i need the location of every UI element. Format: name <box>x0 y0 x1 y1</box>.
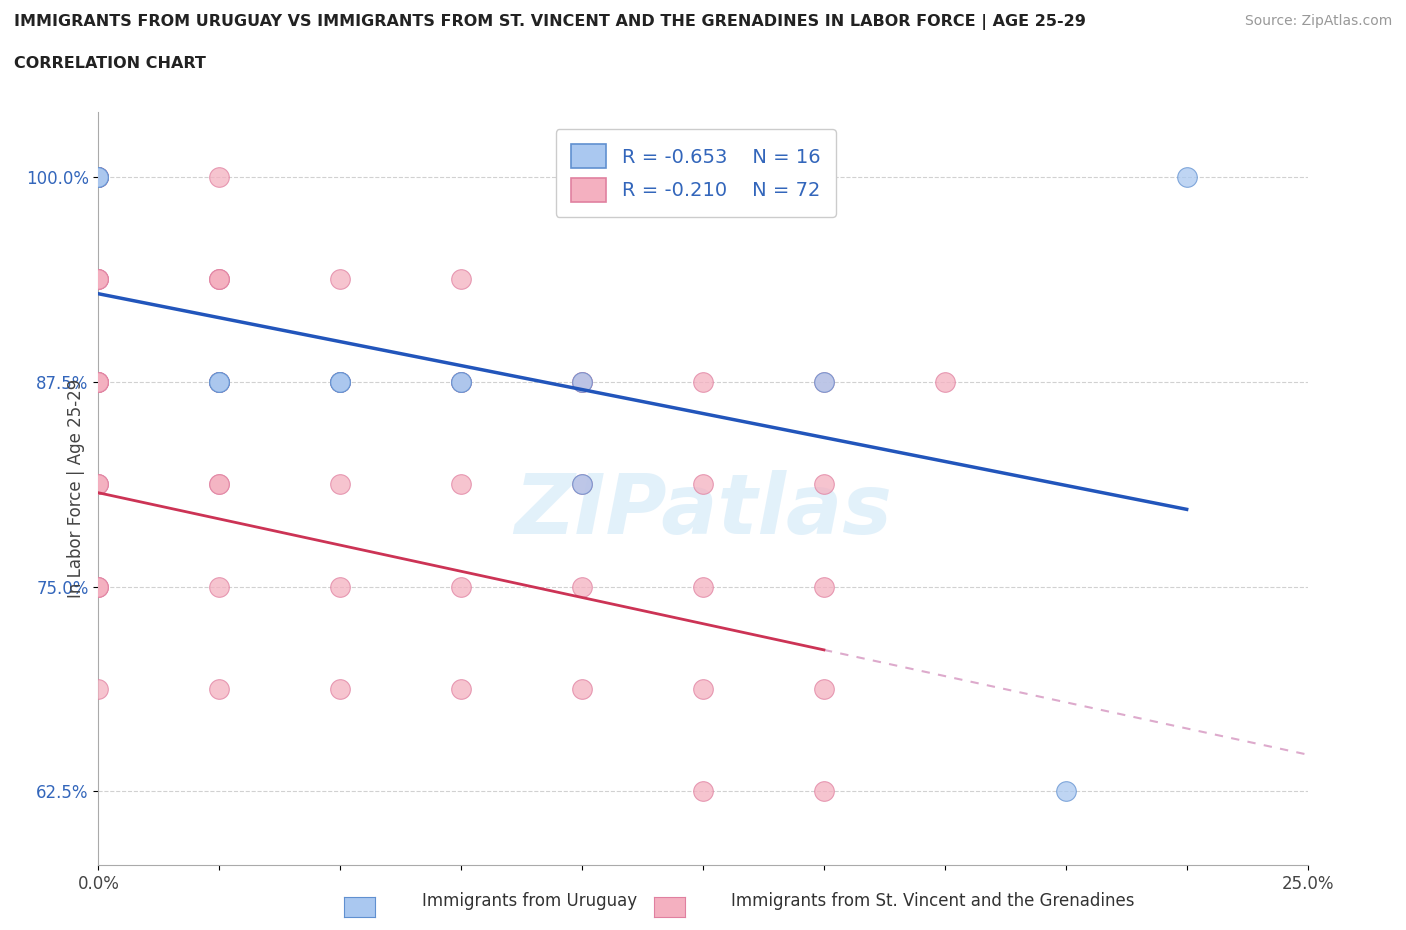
Point <box>87 579 110 594</box>
Point <box>571 579 593 594</box>
Point <box>87 477 110 492</box>
Point <box>87 169 110 184</box>
Point <box>450 272 472 286</box>
Point <box>208 272 231 286</box>
Point <box>329 477 352 492</box>
Point <box>208 272 231 286</box>
Text: Immigrants from St. Vincent and the Grenadines: Immigrants from St. Vincent and the Gren… <box>731 892 1135 910</box>
Point <box>692 375 714 390</box>
Point <box>692 477 714 492</box>
Point <box>692 682 714 697</box>
Point <box>208 272 231 286</box>
Point <box>208 477 231 492</box>
Point <box>813 579 835 594</box>
Point <box>329 886 352 901</box>
Point <box>1175 169 1198 184</box>
Point <box>208 375 231 390</box>
Point <box>87 169 110 184</box>
Point <box>87 375 110 390</box>
Point <box>87 579 110 594</box>
Point <box>450 682 472 697</box>
Text: Immigrants from Uruguay: Immigrants from Uruguay <box>422 892 637 910</box>
Point <box>450 375 472 390</box>
Point <box>329 272 352 286</box>
Point <box>87 477 110 492</box>
Point <box>329 375 352 390</box>
Text: ZIPatlas: ZIPatlas <box>515 471 891 551</box>
Text: IMMIGRANTS FROM URUGUAY VS IMMIGRANTS FROM ST. VINCENT AND THE GRENADINES IN LAB: IMMIGRANTS FROM URUGUAY VS IMMIGRANTS FR… <box>14 14 1085 30</box>
Point <box>329 375 352 390</box>
Point <box>87 886 110 901</box>
Point <box>208 886 231 901</box>
Point <box>87 169 110 184</box>
Point <box>87 272 110 286</box>
Point <box>87 579 110 594</box>
Point <box>329 579 352 594</box>
Point <box>87 375 110 390</box>
Point <box>87 272 110 286</box>
Point <box>208 375 231 390</box>
Legend: R = -0.653    N = 16, R = -0.210    N = 72: R = -0.653 N = 16, R = -0.210 N = 72 <box>555 129 835 217</box>
Point <box>571 886 593 901</box>
Point <box>571 375 593 390</box>
Point <box>208 375 231 390</box>
Point <box>208 375 231 390</box>
Point <box>813 375 835 390</box>
Point <box>87 169 110 184</box>
Point <box>208 375 231 390</box>
Point <box>450 375 472 390</box>
Point <box>450 886 472 901</box>
Point <box>87 169 110 184</box>
Point <box>208 477 231 492</box>
Point <box>87 169 110 184</box>
Point <box>208 169 231 184</box>
Point <box>329 375 352 390</box>
Point <box>87 682 110 697</box>
Point <box>208 375 231 390</box>
Point <box>571 477 593 492</box>
Point <box>329 375 352 390</box>
Point <box>450 579 472 594</box>
Point <box>692 784 714 799</box>
Point <box>208 579 231 594</box>
Point <box>813 682 835 697</box>
Point <box>87 272 110 286</box>
Y-axis label: In Labor Force | Age 25-29: In Labor Force | Age 25-29 <box>66 379 84 598</box>
Point <box>813 375 835 390</box>
Point <box>329 375 352 390</box>
Text: Source: ZipAtlas.com: Source: ZipAtlas.com <box>1244 14 1392 28</box>
Point <box>87 272 110 286</box>
Point <box>934 375 956 390</box>
Point <box>329 682 352 697</box>
Point <box>87 477 110 492</box>
Point <box>87 169 110 184</box>
Point <box>87 169 110 184</box>
Point <box>692 579 714 594</box>
Point <box>87 375 110 390</box>
Point <box>571 375 593 390</box>
Point <box>87 375 110 390</box>
Point <box>571 375 593 390</box>
Point <box>208 682 231 697</box>
Point <box>450 477 472 492</box>
Point <box>571 477 593 492</box>
Point <box>813 784 835 799</box>
Text: CORRELATION CHART: CORRELATION CHART <box>14 56 205 71</box>
Point <box>571 682 593 697</box>
Point <box>87 375 110 390</box>
Point <box>813 477 835 492</box>
Point <box>450 375 472 390</box>
Point <box>1054 784 1077 799</box>
Point <box>450 375 472 390</box>
